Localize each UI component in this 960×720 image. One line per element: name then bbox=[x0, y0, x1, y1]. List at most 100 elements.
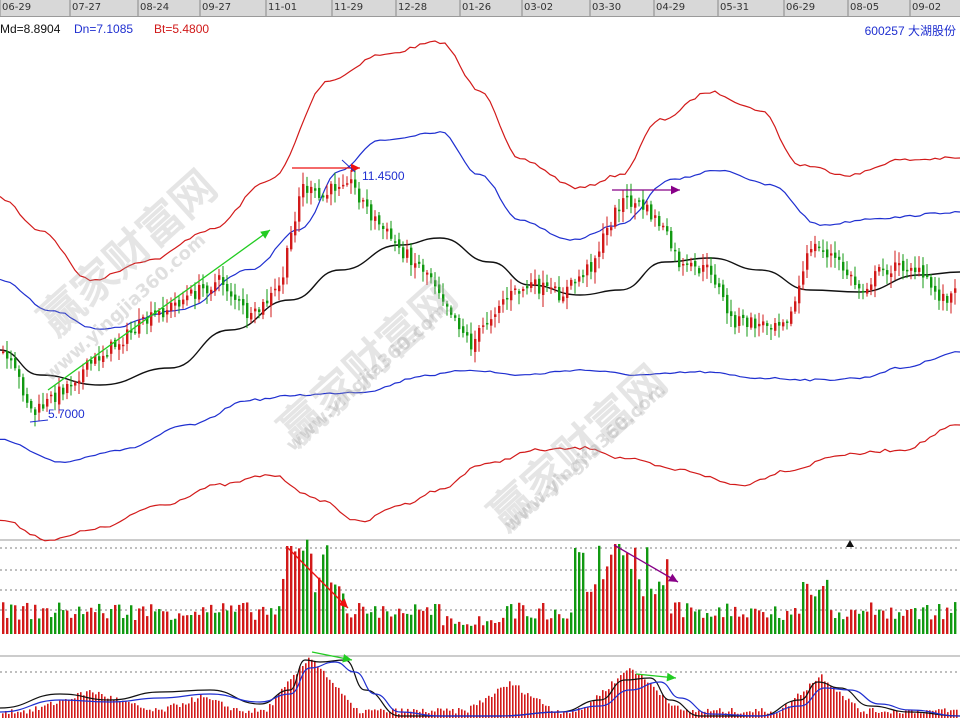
candle-body bbox=[798, 285, 801, 304]
candle-body bbox=[238, 299, 241, 301]
candle-body bbox=[498, 305, 501, 313]
candle-body bbox=[770, 328, 773, 330]
macd-histogram-bar bbox=[116, 697, 118, 718]
candle-body bbox=[530, 282, 533, 288]
macd-histogram-bar bbox=[590, 702, 592, 718]
macd-histogram-bar bbox=[314, 661, 316, 718]
macd-histogram-bar bbox=[446, 708, 448, 718]
macd-histogram-bar bbox=[80, 692, 82, 718]
volume-bar bbox=[666, 559, 669, 634]
volume-bar bbox=[518, 602, 521, 634]
macd-histogram-bar bbox=[386, 712, 388, 718]
candle-body bbox=[322, 195, 325, 198]
candle-body bbox=[594, 258, 597, 273]
candle-body bbox=[790, 311, 793, 324]
macd-histogram-bar bbox=[170, 704, 172, 718]
volume-bar bbox=[318, 577, 321, 634]
date-tick-label: 06-29 bbox=[786, 2, 816, 13]
volume-bar bbox=[290, 546, 293, 634]
volume-bar bbox=[422, 610, 425, 634]
volume-bar bbox=[354, 614, 357, 634]
volume-bar bbox=[114, 604, 117, 634]
candle-body bbox=[426, 272, 429, 275]
macd-histogram-bar bbox=[359, 713, 361, 718]
macd-histogram-bar bbox=[779, 712, 781, 718]
volume-bar bbox=[654, 594, 657, 634]
candle-body bbox=[298, 196, 301, 222]
macd-histogram-bar bbox=[443, 710, 445, 718]
volume-bar bbox=[818, 589, 821, 634]
macd-histogram-bar bbox=[686, 709, 688, 718]
candle-body bbox=[218, 275, 221, 280]
volume-bar bbox=[722, 617, 725, 634]
macd-histogram-bar bbox=[221, 701, 223, 718]
macd-histogram-bar bbox=[404, 712, 406, 718]
volume-bar bbox=[442, 625, 445, 634]
candle-body bbox=[2, 351, 5, 354]
volume-bar bbox=[310, 553, 313, 634]
volume-bar bbox=[602, 579, 605, 634]
volume-bar bbox=[358, 603, 361, 634]
candle-body bbox=[114, 339, 117, 347]
macd-histogram-bar bbox=[470, 705, 472, 718]
macd-histogram-bar bbox=[155, 708, 157, 718]
candle-body bbox=[638, 200, 641, 202]
volume-bar bbox=[166, 611, 169, 634]
volume-bar bbox=[6, 617, 9, 634]
volume-bar bbox=[430, 614, 433, 634]
candle-body bbox=[398, 239, 401, 248]
candle-body bbox=[678, 251, 681, 268]
macd-histogram-bar bbox=[617, 678, 619, 718]
volume-bar bbox=[426, 607, 429, 634]
volume-bar bbox=[134, 619, 137, 634]
macd-histogram-bar bbox=[881, 712, 883, 718]
macd-histogram-bar bbox=[821, 674, 823, 718]
macd-histogram-bar bbox=[179, 707, 181, 718]
candle-body bbox=[514, 288, 517, 291]
macd-histogram-bar bbox=[419, 711, 421, 718]
macd-histogram-bar bbox=[509, 681, 511, 718]
volume-bar bbox=[418, 609, 421, 634]
volume-bar bbox=[98, 603, 101, 634]
volume-bar bbox=[110, 608, 113, 634]
volume-bar bbox=[926, 605, 929, 634]
macd-histogram-bar bbox=[128, 701, 130, 718]
candle-body bbox=[766, 323, 769, 326]
candle-body bbox=[562, 296, 565, 302]
volume-bar bbox=[694, 611, 697, 634]
candle-body bbox=[830, 253, 833, 256]
macd-histogram-bar bbox=[812, 682, 814, 718]
macd-histogram-bar bbox=[194, 701, 196, 718]
volume-bar bbox=[286, 546, 289, 634]
volume-bar bbox=[834, 618, 837, 634]
macd-histogram-bar bbox=[308, 657, 310, 718]
macd-histogram-bar bbox=[518, 685, 520, 718]
macd-histogram-bar bbox=[239, 710, 241, 718]
volume-bar bbox=[130, 605, 133, 634]
candle-body bbox=[578, 276, 581, 282]
macd-histogram-bar bbox=[236, 708, 238, 718]
volume-bar bbox=[454, 623, 457, 634]
macd-histogram-bar bbox=[299, 666, 301, 718]
volume-bar bbox=[586, 591, 589, 634]
date-tick-label: 08-05 bbox=[850, 2, 880, 13]
macd-histogram-bar bbox=[863, 711, 865, 718]
candle-body bbox=[838, 256, 841, 260]
volume-bar bbox=[74, 614, 77, 634]
volume-bar bbox=[886, 618, 889, 634]
candle-body bbox=[934, 285, 937, 292]
macd-histogram-bar bbox=[890, 713, 892, 718]
volume-bar bbox=[718, 607, 721, 634]
volume-bar bbox=[374, 606, 377, 634]
candle-body bbox=[434, 280, 437, 287]
volume-bar bbox=[66, 610, 69, 634]
macd-histogram-bar bbox=[401, 708, 403, 718]
candle-body bbox=[282, 277, 285, 285]
macd-histogram-bar bbox=[245, 713, 247, 718]
candle-body bbox=[142, 316, 145, 319]
candle-body bbox=[134, 331, 137, 334]
candle-body bbox=[750, 317, 753, 328]
candle-body bbox=[158, 310, 161, 315]
volume-bar bbox=[538, 608, 541, 634]
macd-histogram-bar bbox=[857, 708, 859, 718]
